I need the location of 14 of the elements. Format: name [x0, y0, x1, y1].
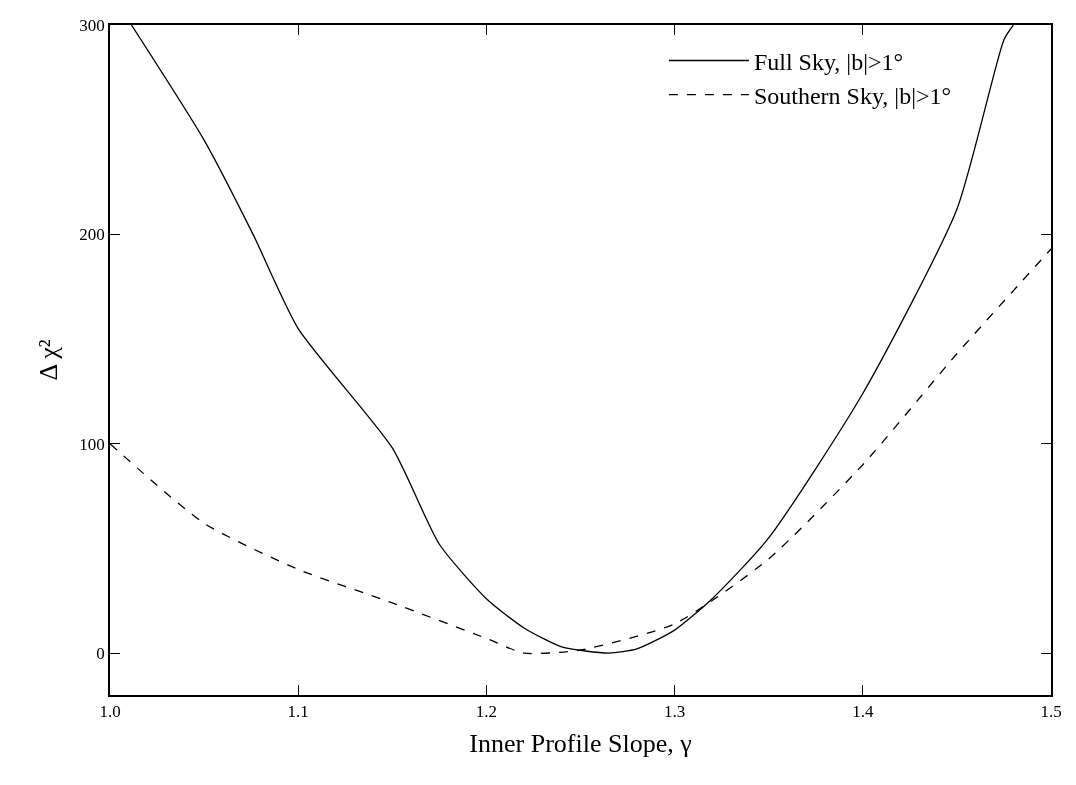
- y-tick-label: 300: [79, 15, 105, 35]
- legend-label: Southern Sky, |b|>1°: [753, 83, 952, 110]
- x-tick-label: 1.0: [99, 702, 121, 722]
- x-tick-label: 1.1: [287, 702, 309, 722]
- y-axis-title: Δ χ²: [34, 339, 64, 381]
- x-tick-label: 1.2: [475, 702, 498, 722]
- x-axis-title: Inner Profile Slope, γ: [469, 729, 692, 759]
- legend-label: Full Sky, |b|>1°: [753, 48, 904, 75]
- y-tick-label: 200: [79, 225, 105, 245]
- x-tick-label: 1.3: [663, 702, 686, 722]
- y-tick-label: 0: [96, 644, 105, 664]
- x-tick-label: 1.5: [1040, 702, 1062, 722]
- x-tick-label: 1.4: [852, 702, 874, 722]
- y-tick-label: 100: [79, 434, 105, 454]
